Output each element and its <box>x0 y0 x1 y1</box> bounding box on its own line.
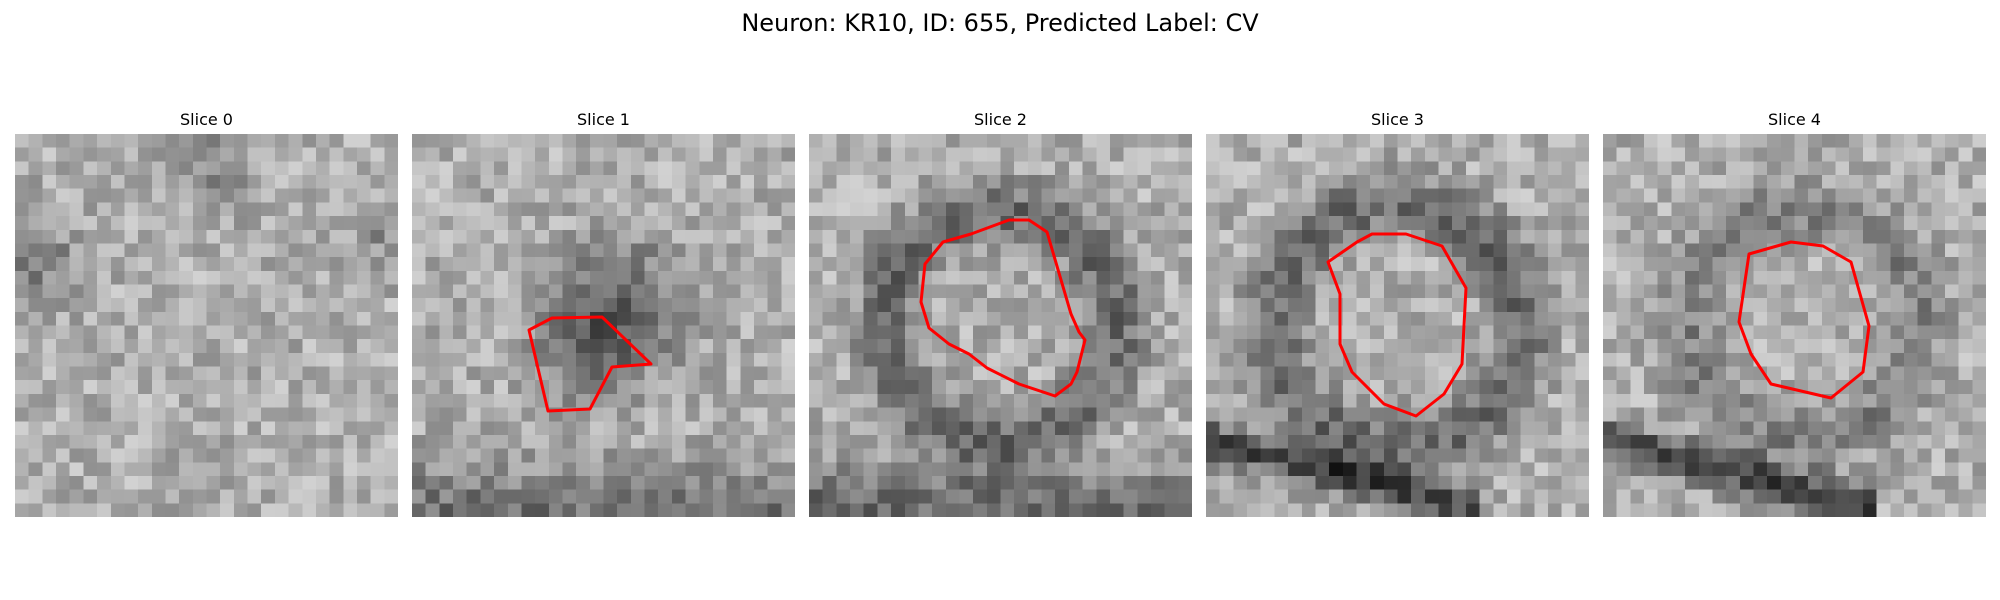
slice-2-texture <box>809 134 1192 517</box>
slice-4-texture <box>1603 134 1986 517</box>
panel-title-slice-1: Slice 1 <box>577 110 630 129</box>
slice-1-texture <box>412 134 795 517</box>
slice-4-contour-outline <box>1737 240 1871 400</box>
panel-title-slice-4: Slice 4 <box>1768 110 1821 129</box>
slice-4-image <box>1603 134 1986 517</box>
slice-0-image <box>15 134 398 517</box>
slice-1-contour-outline <box>527 315 653 413</box>
panel-title-slice-3: Slice 3 <box>1371 110 1424 129</box>
slice-0-texture <box>15 134 398 517</box>
figure-title: Neuron: KR10, ID: 655, Predicted Label: … <box>741 9 1259 37</box>
slice-4-contour <box>1737 240 1871 400</box>
slice-3-texture <box>1206 134 1589 517</box>
slice-3-image <box>1206 134 1589 517</box>
slice-2-contour-outline <box>919 218 1087 398</box>
slice-3-contour <box>1326 232 1468 418</box>
slice-3-contour-outline <box>1326 232 1468 418</box>
slice-1-contour <box>527 315 653 413</box>
slice-1-image <box>412 134 795 517</box>
panel-title-slice-2: Slice 2 <box>974 110 1027 129</box>
slice-2-image <box>809 134 1192 517</box>
panel-title-slice-0: Slice 0 <box>180 110 233 129</box>
slice-2-contour <box>919 218 1087 398</box>
